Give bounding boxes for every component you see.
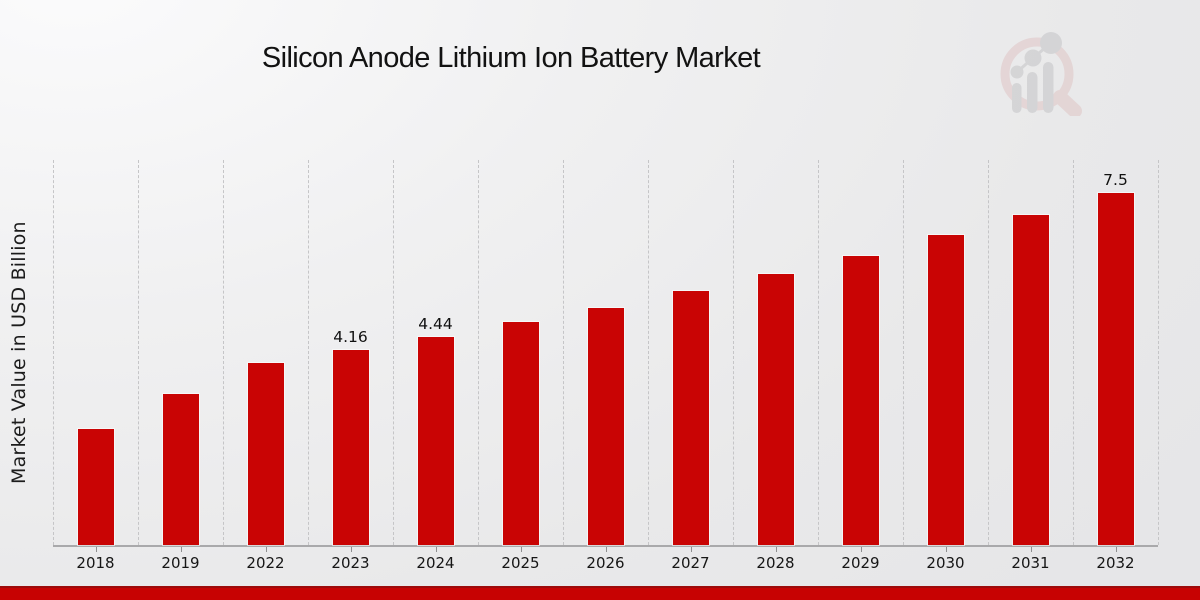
bar-2027 xyxy=(672,291,709,545)
x-tick-label-2024: 2024 xyxy=(416,554,455,572)
gridline xyxy=(988,160,989,545)
x-axis-tick xyxy=(265,547,267,552)
gridline xyxy=(478,160,479,545)
x-axis-tick xyxy=(435,547,437,552)
bottom-accent-bar xyxy=(0,586,1200,600)
x-axis-tick xyxy=(860,547,862,552)
x-tick-label-2019: 2019 xyxy=(161,554,200,572)
x-axis-tick xyxy=(775,547,777,552)
bar-2030 xyxy=(927,235,964,545)
gridline xyxy=(733,160,734,545)
x-tick-label-2025: 2025 xyxy=(501,554,540,572)
x-tick-label-2029: 2029 xyxy=(841,554,880,572)
x-axis-tick xyxy=(350,547,352,552)
bar-column: 4.44 2024 xyxy=(393,160,478,572)
x-tick-label-2031: 2031 xyxy=(1011,554,1050,572)
x-axis-tick xyxy=(605,547,607,552)
gridline xyxy=(393,160,394,545)
x-axis-tick xyxy=(1115,547,1117,552)
bar-column: 7.5 2032 xyxy=(1073,160,1158,572)
plot-area: 2018 2019 2022 4.16 2023 4.44 2024 2025 2026 2027… xyxy=(53,160,1159,572)
x-tick-label-2028: 2028 xyxy=(756,554,795,572)
bar-2019 xyxy=(162,394,199,545)
bar-2023 xyxy=(332,349,369,545)
bar-column: 2027 xyxy=(648,160,733,572)
bar-column: 2022 xyxy=(223,160,308,572)
bar-2028 xyxy=(757,273,794,545)
bar-value-label: 7.5 xyxy=(1103,170,1128,189)
x-axis-tick xyxy=(180,547,182,552)
bar-column: 2028 xyxy=(733,160,818,572)
x-tick-label-2030: 2030 xyxy=(926,554,965,572)
bar-2032 xyxy=(1097,192,1134,545)
x-tick-label-2026: 2026 xyxy=(586,554,625,572)
x-tick-label-2018: 2018 xyxy=(76,554,115,572)
bar-column: 2031 xyxy=(988,160,1073,572)
bar-column: 2030 xyxy=(903,160,988,572)
bar-value-label: 4.44 xyxy=(418,314,453,333)
bar-2025 xyxy=(502,321,539,545)
bar-column: 4.16 2023 xyxy=(308,160,393,572)
x-tick-label-2022: 2022 xyxy=(246,554,285,572)
bar-2022 xyxy=(247,362,284,545)
bar-2031 xyxy=(1012,214,1049,545)
gridline xyxy=(138,160,139,545)
bar-2018 xyxy=(77,428,114,545)
x-tick-label-2027: 2027 xyxy=(671,554,710,572)
x-axis-tick xyxy=(690,547,692,552)
bar-column: 2019 xyxy=(138,160,223,572)
bar-value-label: 4.16 xyxy=(333,327,368,346)
magnifier-bar-chart-logo-icon xyxy=(1000,32,1082,116)
gridline xyxy=(53,160,54,545)
x-axis-tick xyxy=(1030,547,1032,552)
page-title: Silicon Anode Lithium Ion Battery Market xyxy=(261,42,761,74)
gridline xyxy=(563,160,564,545)
bar-column: 2025 xyxy=(478,160,563,572)
bar-column: 2018 xyxy=(53,160,138,572)
gridline xyxy=(1073,160,1074,545)
bar-2029 xyxy=(842,255,879,545)
gridline xyxy=(1158,160,1159,545)
bar-column: 2026 xyxy=(563,160,648,572)
bar-column: 2029 xyxy=(818,160,903,572)
gridline xyxy=(903,160,904,545)
x-tick-label-2023: 2023 xyxy=(331,554,370,572)
bar-2024 xyxy=(417,336,454,545)
x-axis-tick xyxy=(95,547,97,552)
y-axis-label: Market Value in USD Billion xyxy=(8,221,30,484)
gridline xyxy=(223,160,224,545)
bar-2026 xyxy=(587,307,624,545)
gridline xyxy=(648,160,649,545)
x-tick-label-2032: 2032 xyxy=(1096,554,1135,572)
x-axis-tick xyxy=(520,547,522,552)
gridline xyxy=(818,160,819,545)
x-axis-tick xyxy=(945,547,947,552)
gridline xyxy=(308,160,309,545)
